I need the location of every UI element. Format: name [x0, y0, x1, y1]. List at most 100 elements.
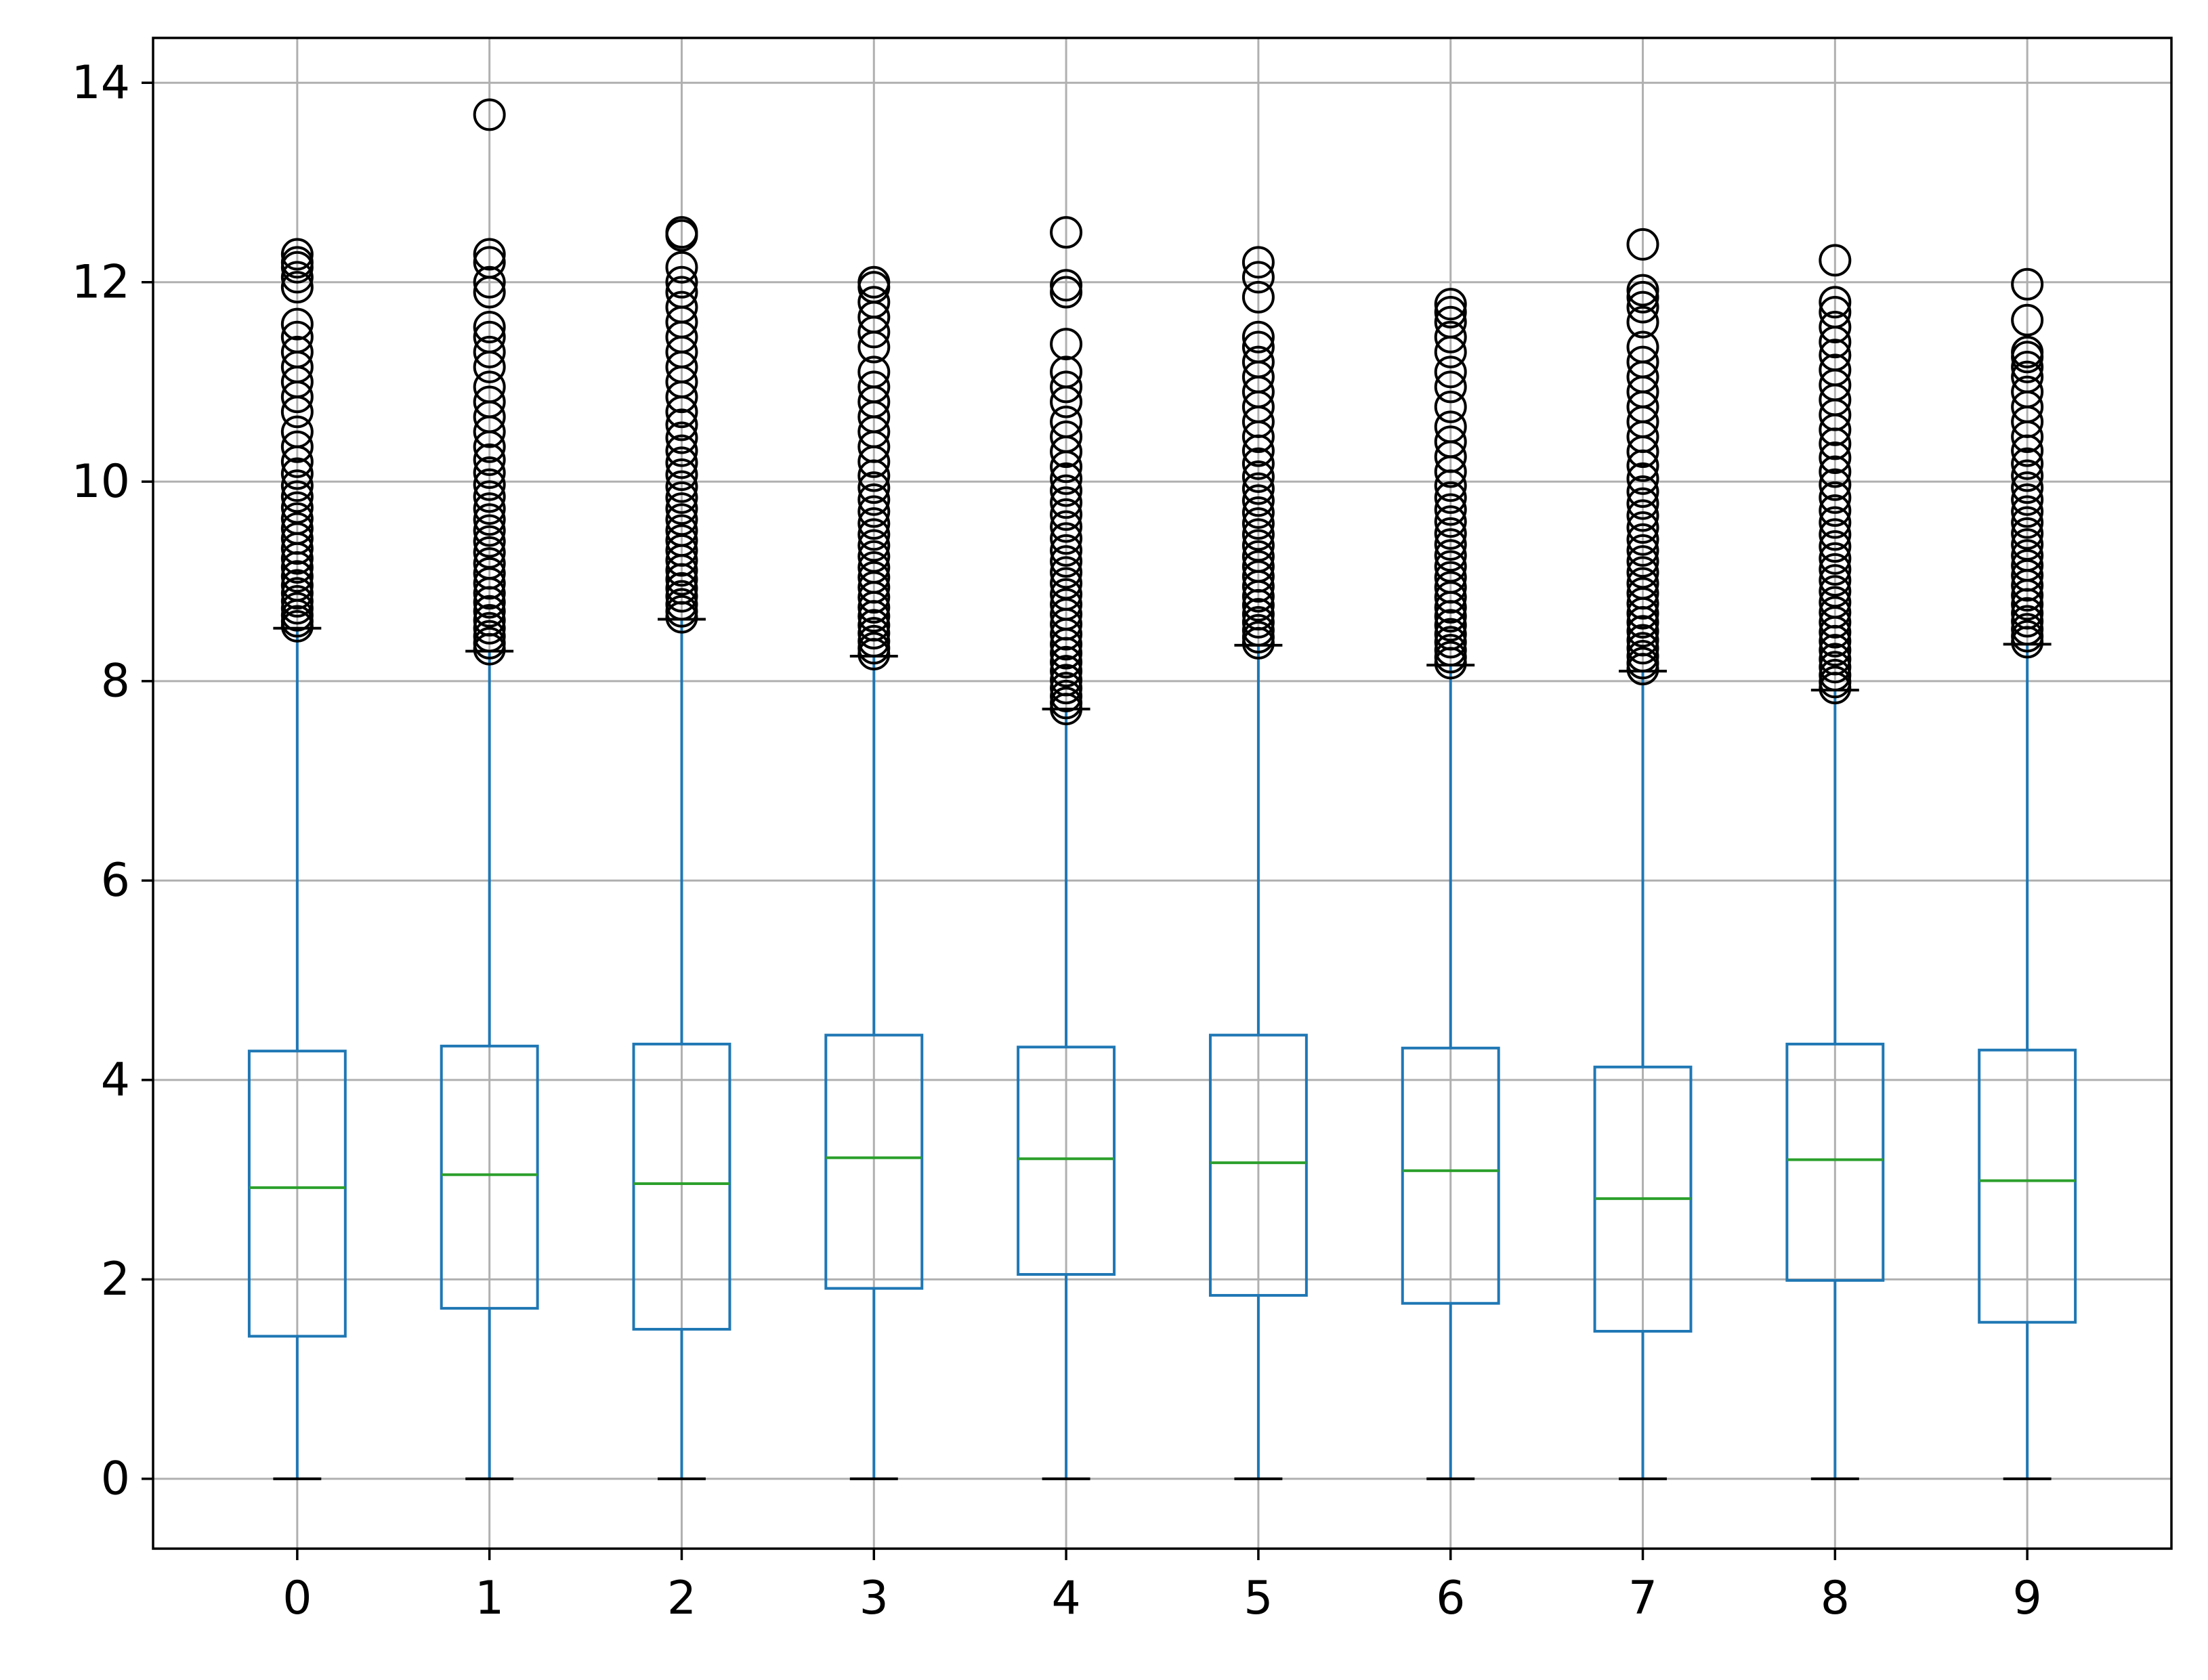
- outlier-point: [1241, 540, 1275, 573]
- x-tick-label: 0: [282, 1572, 312, 1625]
- outlier-point: [1819, 564, 1852, 597]
- outlier-point: [280, 320, 314, 353]
- outlier-point: [280, 491, 314, 524]
- outlier-point: [1819, 643, 1852, 676]
- x-tick-label: 6: [1436, 1572, 1465, 1625]
- outlier-point: [1050, 578, 1083, 611]
- outlier-point: [665, 595, 698, 628]
- outlier-point: [2011, 447, 2044, 480]
- outlier-point: [473, 265, 506, 299]
- x-tick-label: 8: [1821, 1572, 1850, 1625]
- outlier-point: [280, 415, 314, 448]
- outlier-point: [665, 408, 698, 441]
- outlier-point: [1434, 517, 1467, 550]
- outlier-point: [1434, 505, 1467, 538]
- outlier-point: [1241, 472, 1275, 505]
- outlier-point: [665, 421, 698, 454]
- outlier-point: [1434, 481, 1467, 514]
- outlier-point: [1050, 679, 1083, 712]
- outlier-point: [1050, 687, 1083, 720]
- outlier-point: [1819, 596, 1852, 629]
- box-group-3: [824, 655, 924, 1480]
- box-group-9: [1978, 643, 2077, 1480]
- outlier-point: [280, 469, 314, 502]
- outlier-point: [1819, 666, 1852, 699]
- outlier-point: [1626, 534, 1659, 567]
- outlier-point: [280, 261, 314, 294]
- outlier-point: [1819, 651, 1852, 684]
- outlier-point: [665, 524, 698, 557]
- outlier-point: [1434, 356, 1467, 389]
- outlier-point: [1819, 311, 1852, 344]
- outlier-point: [1050, 522, 1083, 555]
- outlier-point: [473, 385, 506, 418]
- x-tick-label: 1: [475, 1572, 504, 1625]
- outlier-point: [857, 286, 891, 319]
- outlier-point: [1434, 634, 1467, 667]
- outlier-point: [280, 238, 314, 271]
- outlier-point: [473, 370, 506, 404]
- x-tick-label: 9: [2013, 1572, 2042, 1625]
- outlier-point: [1819, 506, 1852, 539]
- outlier-point: [1819, 494, 1852, 527]
- outlier-point: [2011, 528, 2044, 561]
- outlier-point: [473, 503, 506, 536]
- outlier-point: [1241, 320, 1275, 353]
- outlier-point: [1819, 553, 1852, 586]
- outlier-point: [1050, 498, 1083, 531]
- outlier-point: [2011, 506, 2044, 539]
- outlier-point: [1434, 626, 1467, 659]
- y-tick-label: 8: [101, 654, 130, 708]
- outlier-point: [857, 495, 891, 528]
- outlier-point: [1050, 216, 1083, 249]
- outlier-point: [1626, 632, 1659, 665]
- outlier-point: [1241, 507, 1275, 540]
- flier-layer: [280, 98, 2044, 726]
- outlier-point: [473, 492, 506, 525]
- outlier-point: [473, 311, 506, 344]
- outlier-point: [1241, 246, 1275, 279]
- outlier-point: [1434, 618, 1467, 651]
- outlier-point: [1819, 575, 1852, 608]
- outlier-point: [1050, 567, 1083, 600]
- box-layer: [247, 618, 2077, 1480]
- outlier-point: [857, 483, 891, 516]
- outlier-point: [1434, 550, 1467, 583]
- outlier-point: [1819, 286, 1852, 319]
- outlier-point: [1626, 567, 1659, 600]
- outlier-point: [1241, 605, 1275, 639]
- outlier-point: [1626, 615, 1659, 648]
- iqr-box: [247, 1050, 347, 1338]
- x-tick-label: 5: [1244, 1572, 1273, 1625]
- outlier-point: [2011, 350, 2044, 383]
- outlier-point: [1626, 577, 1659, 610]
- outlier-point: [473, 626, 506, 660]
- outlier-point: [2011, 267, 2044, 301]
- outlier-point: [1050, 645, 1083, 679]
- outlier-point: [473, 525, 506, 558]
- outlier-point: [1626, 640, 1659, 673]
- outlier-point: [280, 457, 314, 490]
- outlier-point: [1241, 460, 1275, 493]
- outlier-point: [1241, 621, 1275, 654]
- outlier-point: [665, 481, 698, 514]
- outlier-point: [1050, 356, 1083, 389]
- outlier-point: [1241, 261, 1275, 294]
- outlier-point: [1434, 410, 1467, 444]
- outlier-point: [280, 592, 314, 625]
- outlier-point: [857, 471, 891, 504]
- outlier-point: [1626, 305, 1659, 339]
- outlier-point: [1626, 647, 1659, 680]
- outlier-point: [857, 356, 891, 389]
- iqr-box: [824, 1033, 924, 1290]
- outlier-point: [665, 446, 698, 479]
- outlier-point: [2011, 613, 2044, 646]
- outlier-point: [1050, 328, 1083, 361]
- outlier-point: [473, 238, 506, 271]
- y-tick-label: 12: [71, 255, 130, 309]
- outlier-point: [2011, 335, 2044, 368]
- outlier-point: [857, 624, 891, 658]
- outlier-point: [1241, 330, 1275, 364]
- outlier-point: [280, 430, 314, 463]
